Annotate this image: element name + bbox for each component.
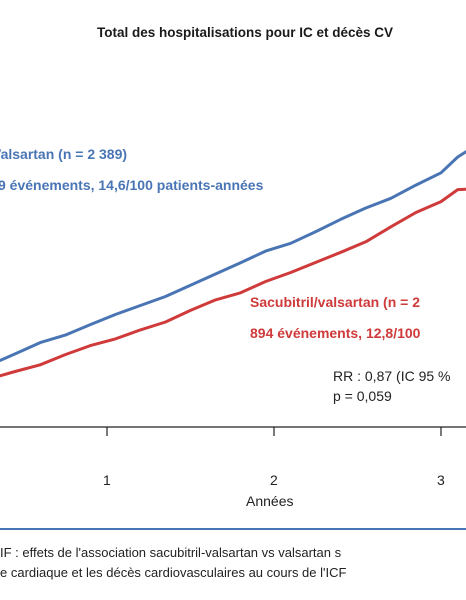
series-line-sacubitril-valsartan bbox=[0, 187, 466, 378]
rr-annotation: RR : 0,87 (IC 95 % bbox=[333, 368, 451, 384]
legend-sacubitril-name: Sacubitril/valsartan (n = 2 bbox=[250, 294, 421, 310]
series-line-valsartan bbox=[0, 150, 466, 363]
chart-title: Total des hospitalisations pour IC et dé… bbox=[97, 25, 394, 40]
caption-divider bbox=[0, 528, 466, 530]
legend-sacubitril-summary: 894 événements, 12,8/100 bbox=[250, 325, 421, 341]
legend-valsartan-name: Valsartan (n = 2 389) bbox=[0, 146, 128, 162]
p-value-annotation: p = 0,059 bbox=[333, 388, 392, 404]
x-axis-label: Années bbox=[246, 493, 294, 509]
figure-caption: IF : effets de l'association sacubitril-… bbox=[0, 543, 466, 583]
legend-valsartan-summary: 9 événements, 14,6/100 patients-années bbox=[0, 177, 264, 193]
x-tick-label-2: 2 bbox=[270, 472, 278, 488]
x-tick-label-1: 1 bbox=[103, 472, 111, 488]
chart bbox=[0, 150, 466, 436]
caption-line-1: IF : effets de l'association sacubitril-… bbox=[0, 545, 342, 560]
caption-line-2: e cardiaque et les décès cardiovasculair… bbox=[0, 565, 347, 580]
x-tick-label-3: 3 bbox=[437, 472, 445, 488]
